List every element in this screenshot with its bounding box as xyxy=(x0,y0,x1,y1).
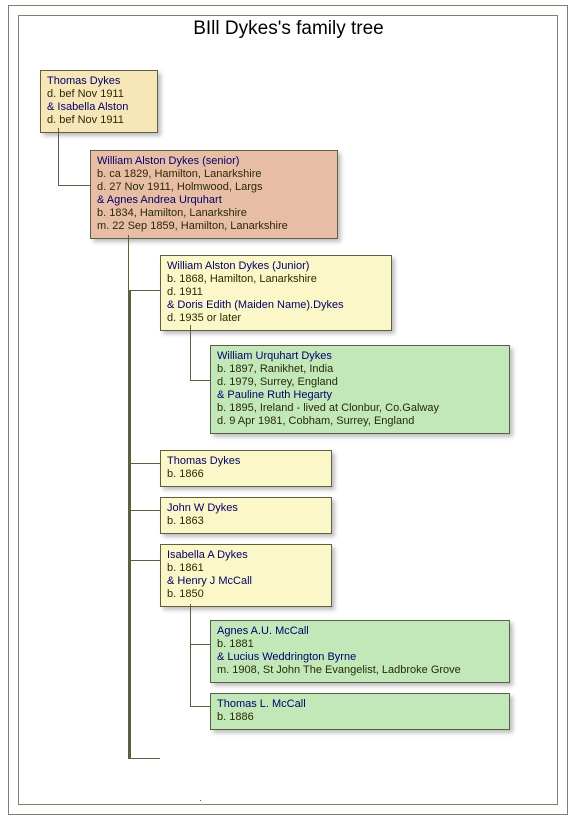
person-detail: d. 1979, Surrey, England xyxy=(217,376,503,389)
person-name: & Agnes Andrea Urquhart xyxy=(97,194,331,207)
connector xyxy=(128,510,131,560)
person-name: & Doris Edith (Maiden Name).Dykes xyxy=(167,299,385,312)
tree-node-thomas-l-mccall[interactable]: Thomas L. McCallb. 1886 xyxy=(210,693,510,730)
tree-node-william-alston-senior[interactable]: William Alston Dykes (senior)b. ca 1829,… xyxy=(90,150,338,239)
connector xyxy=(128,463,131,510)
person-name: William Alston Dykes (Junior) xyxy=(167,260,385,273)
tree-node-william-alston-junior[interactable]: William Alston Dykes (Junior)b. 1868, Ha… xyxy=(160,255,392,331)
person-detail: b. 1866 xyxy=(167,468,325,481)
connector xyxy=(128,560,131,758)
connector xyxy=(128,235,129,290)
page-title: BIll Dykes's family tree xyxy=(0,18,577,40)
person-detail: b. 1861 xyxy=(167,562,325,575)
connector xyxy=(128,560,160,561)
connector xyxy=(190,644,191,706)
connector xyxy=(58,128,59,185)
connector xyxy=(190,325,191,380)
connector xyxy=(128,758,160,759)
person-name: Thomas Dykes xyxy=(47,75,151,88)
person-detail: b. 1886 xyxy=(217,711,503,724)
connector xyxy=(128,290,160,291)
connector xyxy=(128,463,160,464)
connector xyxy=(58,185,90,186)
person-detail: b. 1897, Ranikhet, India xyxy=(217,363,503,376)
person-detail: b. 1850 xyxy=(167,588,325,601)
person-detail: d. 9 Apr 1981, Cobham, Surrey, England xyxy=(217,415,503,428)
connector xyxy=(190,706,210,707)
person-detail: d. 1911 xyxy=(167,286,385,299)
connector xyxy=(128,510,160,511)
person-detail: d. 27 Nov 1911, Holmwood, Largs xyxy=(97,181,331,194)
person-detail: b. 1868, Hamilton, Lanarkshire xyxy=(167,273,385,286)
person-detail: m. 22 Sep 1859, Hamilton, Lanarkshire xyxy=(97,220,331,233)
person-detail: b. 1895, Ireland - lived at Clonbur, Co.… xyxy=(217,402,503,415)
connector xyxy=(190,604,191,644)
person-name: William Urquhart Dykes xyxy=(217,350,503,363)
connector xyxy=(128,290,131,463)
connector xyxy=(190,644,210,645)
tree-node-john-w-dykes[interactable]: John W Dykesb. 1863 xyxy=(160,497,332,534)
person-name: & Lucius Weddrington Byrne xyxy=(217,651,503,664)
person-detail: d. 1935 or later xyxy=(167,312,385,325)
tree-node-isabella-a-dykes[interactable]: Isabella A Dykesb. 1861& Henry J McCallb… xyxy=(160,544,332,607)
connector xyxy=(190,380,210,381)
person-name: William Alston Dykes (senior) xyxy=(97,155,331,168)
person-detail: b. 1863 xyxy=(167,515,325,528)
person-detail: b. ca 1829, Hamilton, Lanarkshire xyxy=(97,168,331,181)
tree-node-thomas-dykes-1866[interactable]: Thomas Dykesb. 1866 xyxy=(160,450,332,487)
tree-node-agnes-mccall[interactable]: Agnes A.U. McCallb. 1881& Lucius Weddrin… xyxy=(210,620,510,683)
person-name: & Henry J McCall xyxy=(167,575,325,588)
person-name: John W Dykes xyxy=(167,502,325,515)
person-name: Thomas L. McCall xyxy=(217,698,503,711)
person-detail: d. bef Nov 1911 xyxy=(47,88,151,101)
person-name: & Pauline Ruth Hegarty xyxy=(217,389,503,402)
person-detail: b. 1881 xyxy=(217,638,503,651)
tree-node-thomas-dykes-root[interactable]: Thomas Dykesd. bef Nov 1911& Isabella Al… xyxy=(40,70,158,133)
person-detail: m. 1908, St John The Evangelist, Ladbrok… xyxy=(217,664,503,677)
connector xyxy=(200,800,201,801)
person-detail: d. bef Nov 1911 xyxy=(47,114,151,127)
person-name: Thomas Dykes xyxy=(167,455,325,468)
person-name: Agnes A.U. McCall xyxy=(217,625,503,638)
person-detail: b. 1834, Hamilton, Lanarkshire xyxy=(97,207,331,220)
person-name: & Isabella Alston xyxy=(47,101,151,114)
person-name: Isabella A Dykes xyxy=(167,549,325,562)
tree-node-william-urquhart-dykes[interactable]: William Urquhart Dykesb. 1897, Ranikhet,… xyxy=(210,345,510,434)
